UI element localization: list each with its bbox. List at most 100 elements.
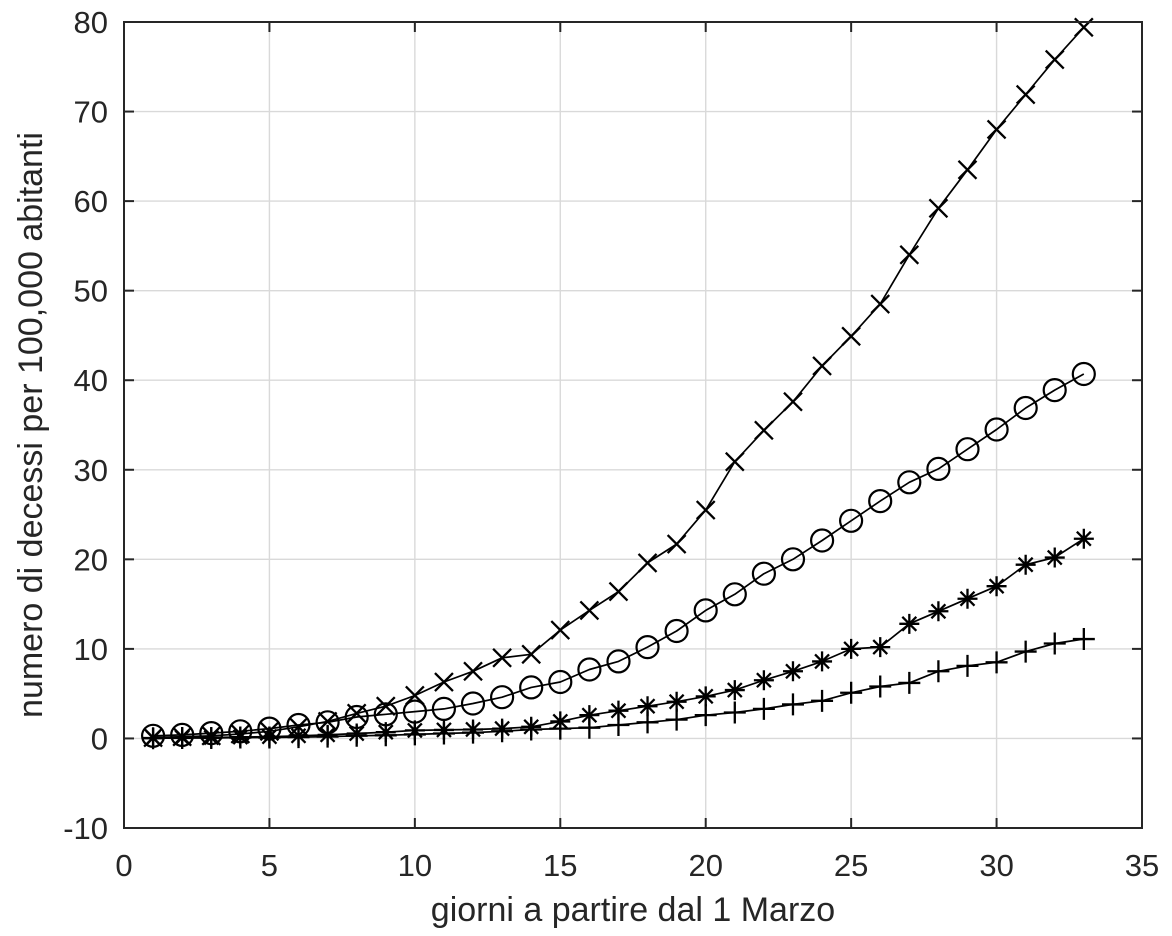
- x-marker: [637, 553, 658, 573]
- x-marker: [957, 159, 978, 180]
- x-tick-label: 5: [261, 848, 278, 883]
- circle-marker: [868, 489, 893, 514]
- x-marker: [870, 294, 891, 314]
- x-marker: [783, 391, 803, 412]
- asterisk-marker: [782, 661, 803, 682]
- circle-marker: [926, 456, 951, 481]
- marker-circle-series: [141, 361, 1096, 748]
- plus-marker: [1072, 628, 1095, 651]
- series-layer: [141, 17, 1096, 750]
- circle-marker: [1042, 378, 1067, 403]
- asterisk-marker: [724, 680, 745, 701]
- circle-marker: [431, 696, 456, 722]
- x-marker: [521, 644, 542, 665]
- x-tick-label: 15: [543, 848, 577, 883]
- x-marker: [724, 451, 745, 472]
- plus-marker: [898, 671, 921, 694]
- y-tick-label: 10: [74, 632, 108, 667]
- plus-marker: [200, 726, 223, 749]
- circle-marker: [780, 547, 806, 572]
- asterisk-marker: [841, 638, 862, 659]
- plus-marker: [869, 675, 892, 698]
- asterisk-marker: [957, 588, 978, 609]
- plus-marker: [723, 701, 746, 724]
- circle-marker: [577, 657, 602, 682]
- plus-marker: [287, 726, 310, 749]
- y-tick-label: 20: [74, 542, 108, 577]
- plus-marker: [578, 716, 601, 739]
- x-tick-label: 0: [115, 848, 132, 883]
- asterisk-marker: [1073, 528, 1094, 549]
- x-marker: [492, 648, 512, 668]
- plus-marker: [1043, 632, 1066, 655]
- y-tick-label: 30: [74, 453, 108, 488]
- plus-marker: [607, 714, 630, 737]
- plus-marker: [985, 651, 1008, 674]
- marker-plus-series-markers: [142, 628, 1095, 750]
- x-tick-label: 35: [1125, 848, 1159, 883]
- circle-marker: [693, 598, 718, 623]
- asterisk-marker: [753, 670, 774, 691]
- plus-marker: [462, 721, 485, 744]
- plus-marker: [403, 723, 426, 746]
- asterisk-marker: [928, 601, 949, 622]
- circle-marker: [635, 634, 660, 660]
- asterisk-marker: [812, 651, 833, 672]
- circle-marker: [460, 691, 486, 716]
- plus-marker: [752, 697, 775, 720]
- circle-marker: [664, 618, 689, 644]
- plus-marker: [811, 689, 834, 712]
- circle-marker: [838, 508, 864, 533]
- x-marker: [434, 672, 454, 692]
- asterisk-marker: [695, 686, 716, 707]
- x-marker: [928, 198, 949, 219]
- asterisk-marker: [899, 613, 920, 634]
- marker-circle-series-markers: [141, 361, 1096, 748]
- plot-box: [123, 21, 1143, 829]
- x-marker: [375, 696, 396, 717]
- plus-marker: [840, 681, 863, 704]
- circle-marker: [722, 582, 747, 607]
- asterisk-marker: [870, 637, 891, 658]
- grid-lines: [124, 22, 1142, 828]
- x-tick-label: 25: [834, 848, 868, 883]
- x-marker: [463, 661, 483, 682]
- x-marker: [666, 534, 687, 554]
- circle-marker: [606, 649, 631, 674]
- y-tick-label: 80: [74, 5, 108, 40]
- circle-marker: [984, 417, 1009, 442]
- asterisk-marker: [637, 696, 658, 717]
- circle-marker: [897, 470, 922, 495]
- plus-marker: [229, 726, 252, 749]
- circle-marker: [1071, 361, 1096, 387]
- x-marker: [1044, 49, 1065, 70]
- plus-marker: [374, 724, 397, 747]
- plus-marker: [258, 726, 281, 749]
- marker-x-series: [143, 17, 1094, 748]
- circle-marker: [955, 437, 980, 462]
- plus-marker: [956, 654, 979, 677]
- x-marker: [579, 600, 600, 621]
- plus-marker: [491, 720, 514, 743]
- x-marker: [754, 420, 774, 441]
- plus-marker: [432, 722, 455, 745]
- asterisk-marker: [1044, 547, 1065, 568]
- plus-marker: [520, 718, 543, 741]
- y-tick-label: 50: [74, 274, 108, 309]
- asterisk-marker: [986, 576, 1007, 597]
- circle-marker: [751, 561, 777, 586]
- circle-marker: [490, 685, 515, 710]
- asterisk-marker: [579, 705, 600, 726]
- x-marker: [986, 119, 1007, 140]
- x-marker: [899, 245, 920, 265]
- asterisk-marker: [1015, 554, 1036, 575]
- axes-box: [123, 21, 1143, 829]
- plus-marker: [665, 708, 688, 731]
- x-tick-label: 20: [688, 848, 722, 883]
- y-tick-label: 60: [74, 184, 108, 219]
- plus-marker: [636, 711, 659, 734]
- marker-plus-series: [142, 628, 1095, 750]
